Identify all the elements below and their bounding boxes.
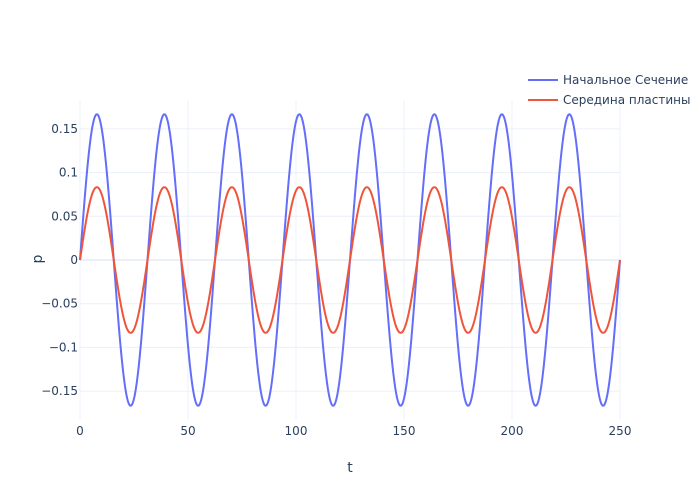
x-axis-ticks: 0 50 100 150 200 250	[76, 424, 631, 438]
y-axis-title: p	[30, 254, 46, 263]
x-axis-title: t	[347, 460, 353, 476]
y-tick-label: −0.15	[41, 384, 78, 398]
y-axis-ticks: −0.15 −0.1 −0.05 0 0.05 0.1 0.15	[41, 122, 78, 398]
x-tick-label: 0	[76, 424, 84, 438]
y-tick-label: 0	[70, 253, 78, 267]
y-tick-label: 0.15	[51, 122, 78, 136]
series-line-2	[79, 186, 621, 334]
legend-label: Середина пластины	[563, 93, 690, 107]
y-tick-label: 0.1	[59, 166, 78, 180]
x-tick-label: 200	[501, 424, 524, 438]
y-tick-label: −0.05	[41, 297, 78, 311]
y-tick-label: −0.1	[49, 340, 78, 354]
series-lines	[79, 113, 621, 407]
x-tick-label: 50	[180, 424, 195, 438]
x-tick-label: 250	[609, 424, 632, 438]
legend: Начальное Сечение Середина пластины	[528, 73, 690, 107]
y-tick-label: 0.05	[51, 209, 78, 223]
x-tick-label: 150	[393, 424, 416, 438]
legend-label: Начальное Сечение	[563, 73, 688, 87]
x-tick-label: 100	[285, 424, 308, 438]
